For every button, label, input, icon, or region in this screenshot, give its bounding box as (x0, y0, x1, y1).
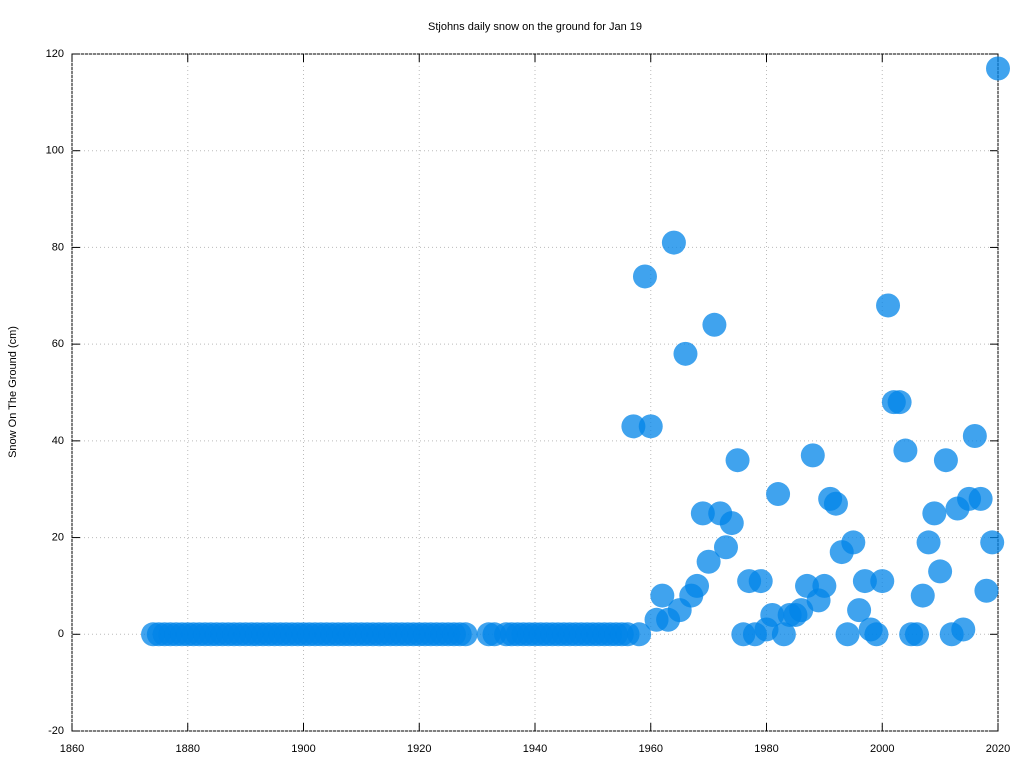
point (933, 448, 958, 473)
point (812, 573, 837, 598)
x-tick-label: 1980 (754, 743, 778, 755)
x-tick-label: 2000 (870, 743, 894, 755)
point (823, 491, 848, 516)
point (719, 511, 744, 536)
point (725, 448, 750, 473)
point (986, 56, 1010, 81)
point (974, 578, 999, 603)
y-tick-label: 80 (52, 241, 64, 253)
point (673, 341, 698, 366)
x-tick-label: 1880 (176, 743, 200, 755)
point (766, 482, 791, 507)
point (661, 230, 686, 255)
point (922, 501, 947, 526)
point (904, 622, 929, 647)
point (713, 535, 738, 560)
x-tick-label: 2020 (986, 743, 1010, 755)
point (910, 583, 935, 608)
point (876, 293, 901, 318)
point (800, 443, 825, 468)
point (650, 583, 675, 608)
point (760, 602, 785, 627)
point (852, 569, 877, 594)
point (864, 622, 889, 647)
point (951, 617, 976, 642)
point (621, 414, 646, 439)
point (962, 424, 987, 449)
x-tick-label: 1940 (523, 743, 547, 755)
point (632, 264, 657, 289)
point (771, 622, 796, 647)
point (887, 390, 912, 415)
y-tick-label: 60 (52, 338, 64, 350)
y-tick-label: 40 (52, 435, 64, 447)
point (835, 622, 860, 647)
point (980, 530, 1005, 555)
y-tick-label: 100 (46, 145, 64, 157)
x-tick-label: 1960 (639, 743, 663, 755)
x-tick-label: 1860 (60, 743, 84, 755)
y-tick-label: 120 (46, 48, 64, 60)
point (916, 530, 941, 555)
point (870, 569, 895, 594)
point (696, 549, 721, 574)
point (690, 501, 715, 526)
point (841, 530, 866, 555)
y-tick-label: -20 (48, 725, 64, 737)
x-tick-label: 1920 (407, 743, 431, 755)
point (847, 598, 872, 623)
point (627, 622, 652, 647)
x-tick-label: 1900 (291, 743, 315, 755)
chart-title: Stjohns daily snow on the ground for Jan… (428, 21, 642, 33)
y-tick-label: 20 (52, 531, 64, 543)
point (638, 414, 663, 439)
y-axis-label: Snow On The Ground (cm) (7, 326, 19, 458)
point (685, 573, 710, 598)
point (893, 438, 918, 463)
point (453, 622, 478, 647)
point (702, 312, 727, 337)
point (968, 486, 993, 511)
point (748, 569, 773, 594)
point (928, 559, 953, 584)
y-tick-label: 0 (58, 628, 64, 640)
